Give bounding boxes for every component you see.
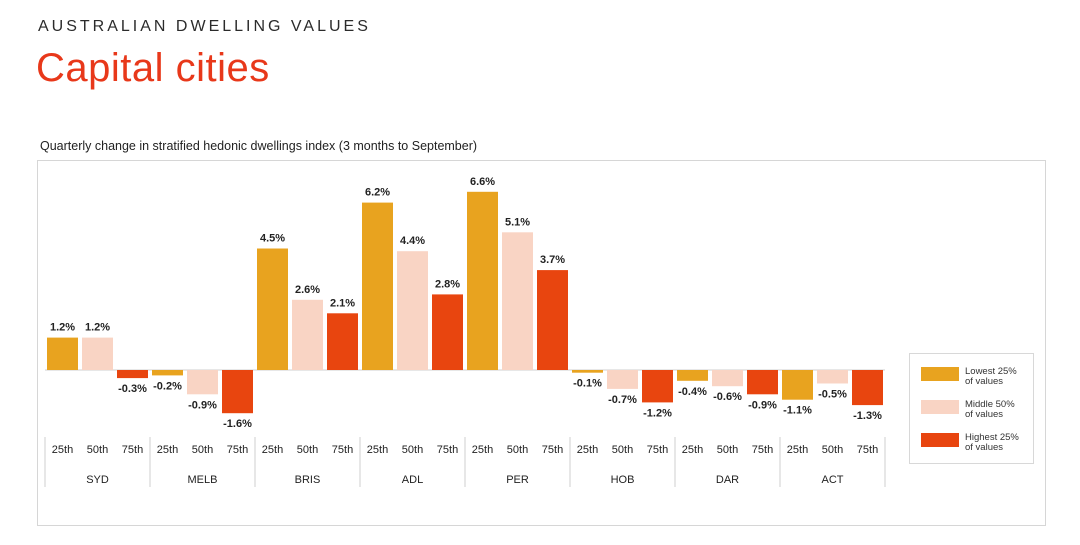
data-label: -0.7% (608, 394, 637, 406)
bar-hob-25th (572, 370, 603, 373)
data-label: 2.6% (295, 284, 320, 296)
tick-label-50th: 50th (297, 444, 318, 456)
eyebrow-heading: AUSTRALIAN DWELLING VALUES (38, 18, 371, 35)
legend-label-middle: Middle 50% of values (965, 399, 1015, 420)
bar-syd-50th (82, 337, 113, 370)
bar-melb-25th (152, 370, 183, 376)
tick-label-25th: 25th (787, 444, 808, 456)
bar-dar-75th (747, 370, 778, 395)
bar-adl-75th (432, 294, 463, 370)
tick-label-50th: 50th (507, 444, 528, 456)
page-title: Capital cities (36, 46, 270, 90)
bar-hob-50th (607, 370, 638, 389)
legend-item-middle: Middle 50% of values (921, 400, 1027, 420)
tick-label-50th: 50th (87, 444, 108, 456)
tick-label-50th: 50th (822, 444, 843, 456)
legend-swatch-middle (921, 400, 959, 414)
data-label: -0.5% (818, 389, 847, 401)
data-label: -0.3% (118, 383, 147, 395)
tick-label-25th: 25th (472, 444, 493, 456)
bar-act-50th (817, 370, 848, 384)
legend-label-highest: Highest 25% of values (965, 432, 1019, 453)
bar-melb-75th (222, 370, 253, 414)
bar-bris-50th (292, 299, 323, 370)
data-label: 1.2% (85, 322, 110, 334)
data-label: 4.4% (400, 235, 425, 247)
city-label-bris: BRIS (295, 474, 321, 486)
tick-label-25th: 25th (367, 444, 388, 456)
tick-label-25th: 25th (577, 444, 598, 456)
tick-label-75th: 75th (542, 444, 563, 456)
bar-per-50th (502, 232, 533, 370)
bar-syd-25th (47, 337, 78, 370)
bar-adl-50th (397, 251, 428, 370)
tick-label-75th: 75th (647, 444, 668, 456)
tick-label-25th: 25th (262, 444, 283, 456)
bar-act-75th (852, 370, 883, 406)
data-label: 5.1% (505, 216, 530, 228)
bar-hob-75th (642, 370, 673, 403)
tick-label-50th: 50th (192, 444, 213, 456)
bar-per-75th (537, 270, 568, 370)
data-label: 1.2% (50, 322, 75, 334)
city-label-act: ACT (822, 474, 844, 486)
city-label-syd: SYD (86, 474, 109, 486)
tick-label-75th: 75th (857, 444, 878, 456)
data-label: 2.1% (330, 297, 355, 309)
legend-swatch-lowest (921, 367, 959, 381)
data-label: 2.8% (435, 278, 460, 290)
bar-dar-25th (677, 370, 708, 381)
bar-syd-75th (117, 370, 148, 379)
data-label: 6.6% (470, 176, 495, 188)
legend-swatch-highest (921, 433, 959, 447)
data-label: -0.9% (188, 399, 217, 411)
data-label: -1.2% (643, 407, 672, 419)
data-label: -0.9% (748, 399, 777, 411)
tick-label-50th: 50th (612, 444, 633, 456)
tick-label-75th: 75th (752, 444, 773, 456)
bar-act-25th (782, 370, 813, 400)
data-label: -0.2% (153, 380, 182, 392)
bar-adl-25th (362, 202, 393, 370)
chart-legend: Lowest 25% of values Middle 50% of value… (909, 353, 1034, 464)
data-label: -1.6% (223, 418, 252, 430)
data-label: -0.6% (713, 391, 742, 403)
tick-label-50th: 50th (717, 444, 738, 456)
data-label: -0.1% (573, 378, 602, 390)
data-label: -1.3% (853, 410, 882, 422)
data-label: 6.2% (365, 187, 390, 199)
legend-label-lowest: Lowest 25% of values (965, 366, 1017, 387)
bar-bris-75th (327, 313, 358, 370)
data-label: -0.4% (678, 386, 707, 398)
city-label-hob: HOB (611, 474, 635, 486)
tick-label-75th: 75th (122, 444, 143, 456)
chart-frame (37, 160, 1046, 526)
tick-label-25th: 25th (157, 444, 178, 456)
tick-label-25th: 25th (682, 444, 703, 456)
data-label: 3.7% (540, 254, 565, 266)
data-label: 4.5% (260, 233, 285, 245)
data-label: -1.1% (783, 405, 812, 417)
bar-melb-50th (187, 370, 218, 395)
bar-dar-50th (712, 370, 743, 387)
bar-bris-25th (257, 248, 288, 370)
bar-per-25th (467, 191, 498, 370)
tick-label-75th: 75th (227, 444, 248, 456)
city-label-adl: ADL (402, 474, 423, 486)
chart-subtitle: Quarterly change in stratified hedonic d… (40, 139, 478, 153)
legend-item-lowest: Lowest 25% of values (921, 367, 1027, 387)
tick-label-50th: 50th (402, 444, 423, 456)
city-label-per: PER (506, 474, 529, 486)
legend-item-highest: Highest 25% of values (921, 433, 1027, 453)
city-label-dar: DAR (716, 474, 739, 486)
tick-label-75th: 75th (332, 444, 353, 456)
city-label-melb: MELB (188, 474, 218, 486)
tick-label-25th: 25th (52, 444, 73, 456)
tick-label-75th: 75th (437, 444, 458, 456)
